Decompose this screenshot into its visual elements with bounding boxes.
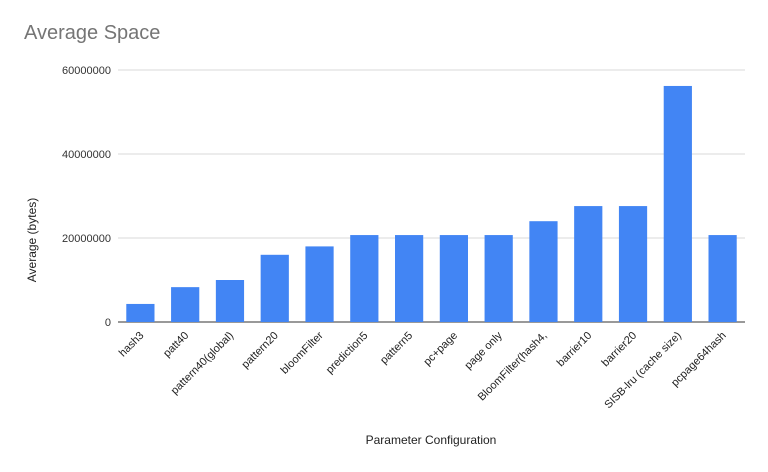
y-axis-label: Average (bytes) bbox=[25, 198, 39, 283]
bar-patt40 bbox=[171, 287, 200, 322]
bar-prediction5 bbox=[350, 235, 379, 322]
bar-pattern5 bbox=[394, 235, 424, 322]
x-tick-label: bloomFilter bbox=[279, 329, 326, 376]
bar-pattern40-global bbox=[215, 280, 245, 322]
bar-bloomfilter bbox=[305, 246, 334, 322]
chart-title: Average Space bbox=[24, 22, 161, 44]
bar-hash3 bbox=[126, 303, 155, 322]
gridlines bbox=[118, 69, 745, 323]
bar-page-only bbox=[484, 235, 513, 322]
y-tick-label: 40000000 bbox=[62, 149, 111, 161]
x-tick-label: barrier10 bbox=[555, 330, 595, 370]
x-tick-label: hash3 bbox=[117, 330, 147, 360]
y-tick-label: 0 bbox=[105, 317, 111, 329]
bar-pc-page bbox=[439, 235, 469, 322]
x-tick-label: pattern5 bbox=[378, 330, 415, 367]
y-tick-label: 20000000 bbox=[62, 233, 111, 245]
bars bbox=[126, 85, 737, 323]
bar-barrier20 bbox=[618, 206, 648, 322]
bar-pattern20 bbox=[260, 254, 289, 322]
x-tick-label: page only bbox=[463, 329, 506, 372]
bar-pcpage64hash bbox=[708, 235, 737, 322]
bar-sisb-lru-cache-size bbox=[663, 85, 692, 323]
x-tick-label: prediction5 bbox=[324, 330, 371, 377]
bar-bloomfilter-hash4 bbox=[529, 221, 558, 322]
x-tick-label: SISB-lru (cache size) bbox=[602, 330, 684, 412]
x-tick-label: pattern20 bbox=[240, 330, 281, 371]
bar-barrier10 bbox=[574, 206, 603, 322]
x-tick-label: pc+page bbox=[421, 330, 460, 369]
x-axis-label: Parameter Configuration bbox=[366, 433, 497, 447]
x-tick-label: barrier20 bbox=[600, 330, 640, 370]
y-tick-label: 60000000 bbox=[62, 65, 111, 77]
x-tick-label: patt40 bbox=[161, 330, 191, 360]
